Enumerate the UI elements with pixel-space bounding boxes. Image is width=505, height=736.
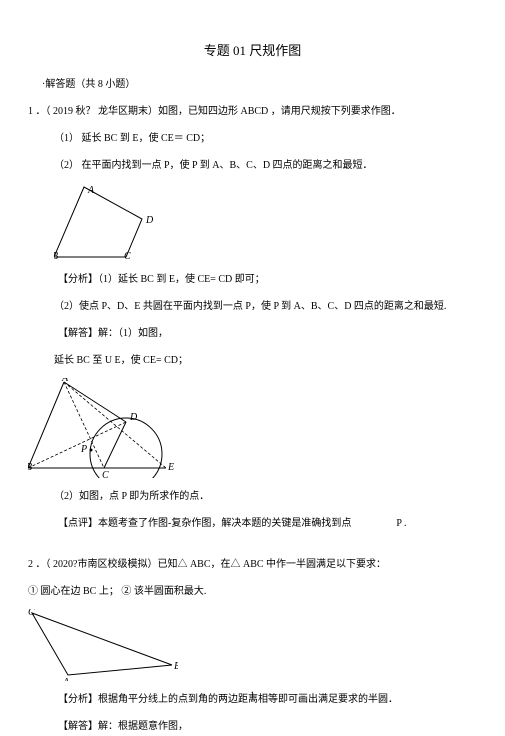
q1-comment: 【点评】本题考查了作图-复杂作图，解决本题的关键是准确找到点 P . bbox=[28, 514, 477, 533]
section-header: ·解答题（共 8 小题） bbox=[28, 75, 477, 94]
q1-analysis: 【分析】（1）延长 BC 到 E，使 CE= CD 即可； bbox=[28, 270, 477, 289]
figure-3: C A B bbox=[28, 609, 477, 686]
q1-stem: 1 ．（ 2019 秋？ 龙华区期末）如图，已知四边形 ABCD ，请用尺规按下… bbox=[28, 102, 477, 121]
q1-part1: （1） 延长 BC 到 E，使 CE＝ CD； bbox=[28, 129, 477, 148]
q1-answer-line: 延长 BC 至 U E，使 CE= CD； bbox=[28, 351, 477, 370]
svg-text:C: C bbox=[28, 609, 35, 618]
svg-text:B: B bbox=[54, 251, 58, 261]
q2-stem: 2 ．（ 2020?市南区校级模拟）已知△ ABC，在△ ABC 中作一半圆满足… bbox=[28, 555, 477, 574]
comment-text: 【点评】本题考查了作图-复杂作图，解决本题的关键是准确找到点 bbox=[58, 518, 351, 529]
page-number: 1 bbox=[0, 690, 505, 700]
analysis-label: 【分析】 bbox=[58, 274, 98, 285]
svg-text:C: C bbox=[102, 470, 109, 478]
q2-req: ① 圆心在边 BC 上； ② 该半圆面积最大. bbox=[28, 582, 477, 601]
q1-analysis2: （2）使点 P、D、E 共圆在平面内找到一点 P，使 P 到 A、B、C、D 四… bbox=[28, 297, 477, 316]
svg-text:A: A bbox=[62, 677, 70, 681]
svg-text:D: D bbox=[145, 215, 154, 226]
figure-2: A B C E D P bbox=[28, 378, 477, 483]
figure-1: A B C D bbox=[28, 183, 477, 266]
svg-text:P: P bbox=[80, 444, 87, 455]
q1-fig2-caption: （2）如图，点 P 即为所求作的点． bbox=[28, 487, 477, 506]
comment-tail: P . bbox=[396, 518, 406, 529]
svg-text:A: A bbox=[87, 185, 95, 196]
svg-text:C: C bbox=[124, 251, 131, 261]
svg-text:D: D bbox=[129, 412, 138, 423]
svg-text:B: B bbox=[174, 661, 178, 672]
svg-text:B: B bbox=[28, 462, 32, 473]
q1-part2: （2） 在平面内找到一点 P，使 P 到 A、B、C、D 四点的距离之和最短． bbox=[28, 156, 477, 175]
analysis-text1: （1）延长 BC 到 E，使 CE= CD 即可； bbox=[98, 274, 265, 285]
page-title: 专题 01 尺规作图 bbox=[28, 40, 477, 59]
q2-answer: 【解答】解：根据题意作图， bbox=[28, 717, 477, 736]
q1-answer-label: 【解答】解：（1）如图， bbox=[28, 324, 477, 343]
svg-text:E: E bbox=[167, 462, 174, 473]
svg-text:A: A bbox=[61, 378, 69, 384]
